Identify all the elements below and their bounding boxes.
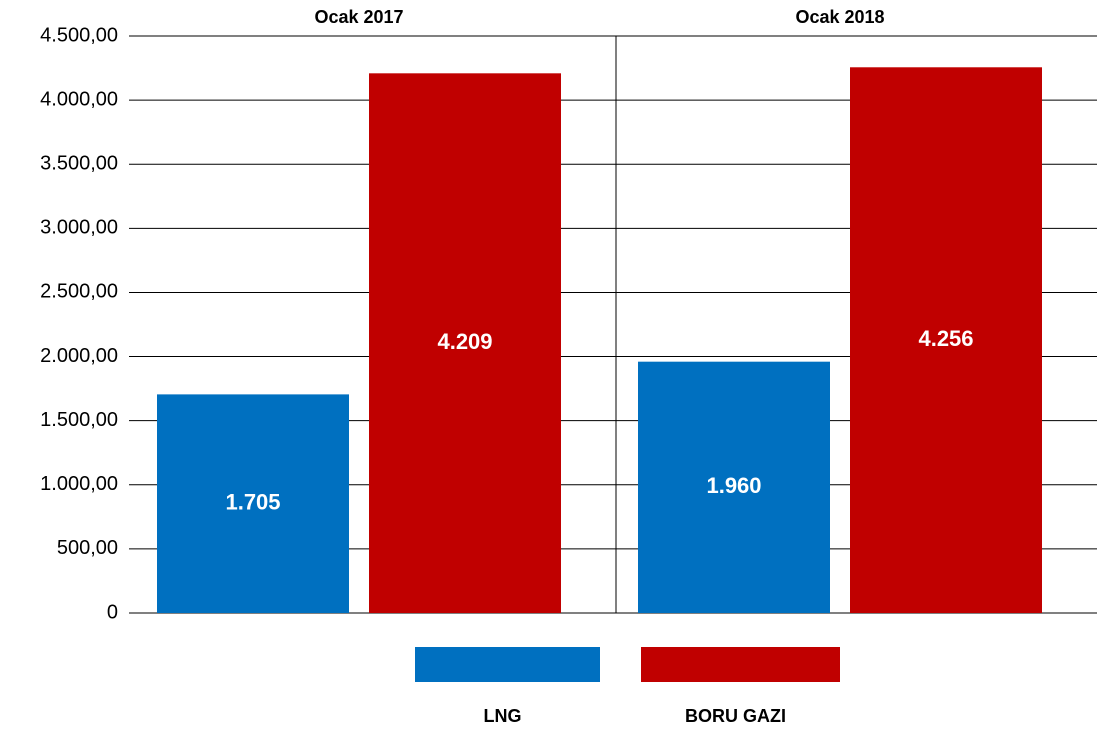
y-tick-label: 4.500,00 bbox=[40, 24, 118, 46]
y-tick-label: 2.000,00 bbox=[40, 345, 118, 367]
bar bbox=[157, 394, 349, 613]
bar bbox=[369, 73, 561, 613]
category-label: Ocak 2018 bbox=[795, 7, 884, 27]
y-tick-label: 2.500,00 bbox=[40, 281, 118, 303]
data-label: 1.705 bbox=[225, 490, 280, 515]
y-tick-label: 500,00 bbox=[57, 537, 118, 559]
data-label: 1.960 bbox=[706, 473, 761, 498]
data-label: 4.256 bbox=[918, 326, 973, 351]
legend-label: BORU GAZI bbox=[685, 706, 786, 726]
y-tick-label: 3.000,00 bbox=[40, 217, 118, 239]
y-tick-label: 3.500,00 bbox=[40, 153, 118, 175]
y-tick-label: 0 bbox=[107, 601, 118, 623]
legend-swatch bbox=[415, 647, 600, 682]
y-tick-label: 4.000,00 bbox=[40, 88, 118, 110]
y-tick-label: 1.000,00 bbox=[40, 473, 118, 495]
legend-swatch bbox=[641, 647, 840, 682]
legend-label: LNG bbox=[484, 706, 522, 726]
bar bbox=[638, 361, 830, 613]
y-tick-label: 1.500,00 bbox=[40, 409, 118, 431]
data-label: 4.209 bbox=[437, 329, 492, 354]
category-label: Ocak 2017 bbox=[314, 7, 403, 27]
bar bbox=[850, 67, 1042, 613]
